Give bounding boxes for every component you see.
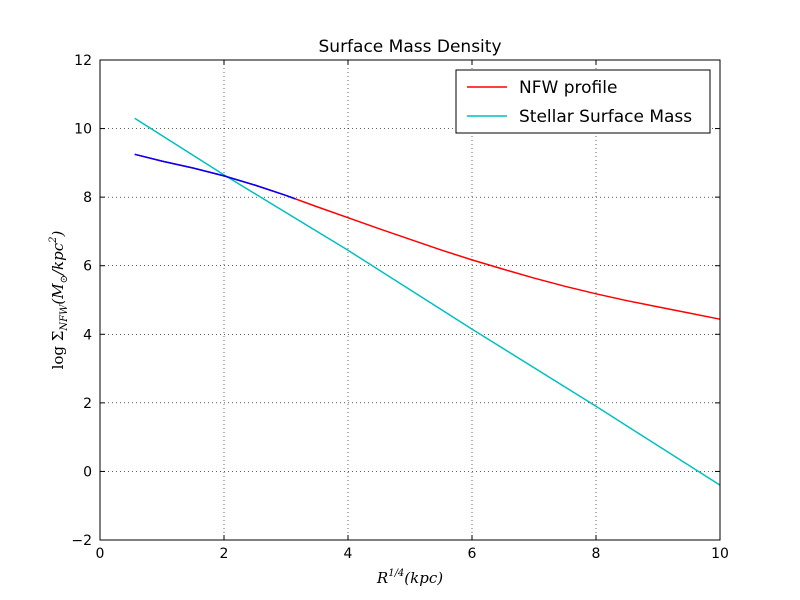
series-line-nfw-profile bbox=[134, 153, 721, 320]
x-axis-label: R1/4(kpc) bbox=[376, 568, 443, 587]
legend: NFW profile Stellar Surface Mass bbox=[455, 69, 711, 134]
x-tick-label: 2 bbox=[220, 546, 229, 562]
y-tick-labels: −2 0 2 4 6 8 10 12 bbox=[71, 53, 92, 549]
y-tick-label: 10 bbox=[74, 122, 92, 138]
y-tick-label: 8 bbox=[83, 190, 92, 206]
series-line-overlap bbox=[134, 153, 296, 200]
legend-label-nfw: NFW profile bbox=[519, 78, 617, 98]
x-tick-label: 0 bbox=[96, 546, 105, 562]
y-tick-label: −2 bbox=[71, 533, 92, 549]
y-tick-label: 12 bbox=[74, 53, 92, 69]
legend-box bbox=[455, 69, 711, 134]
chart-title: Surface Mass Density bbox=[319, 37, 502, 57]
x-tick-label: 6 bbox=[468, 546, 477, 562]
plot-frame bbox=[99, 59, 721, 541]
x-tick-label: 4 bbox=[344, 546, 353, 562]
x-tick-label: 8 bbox=[592, 546, 601, 562]
series-line-stellar-surface-mass bbox=[134, 117, 721, 486]
y-axis-label: log ΣNFW(M⊙/kpc2) bbox=[48, 230, 70, 369]
y-tick-label: 2 bbox=[83, 396, 92, 412]
x-tick-label: 10 bbox=[711, 546, 729, 562]
y-tick-label: 0 bbox=[83, 464, 92, 480]
tick-marks bbox=[99, 59, 721, 541]
y-tick-label: 6 bbox=[83, 259, 92, 275]
series-layer bbox=[134, 117, 721, 486]
x-tick-labels: 0 2 4 6 8 10 bbox=[96, 546, 729, 562]
y-tick-label: 4 bbox=[83, 327, 92, 343]
legend-label-stellar: Stellar Surface Mass bbox=[519, 107, 692, 127]
